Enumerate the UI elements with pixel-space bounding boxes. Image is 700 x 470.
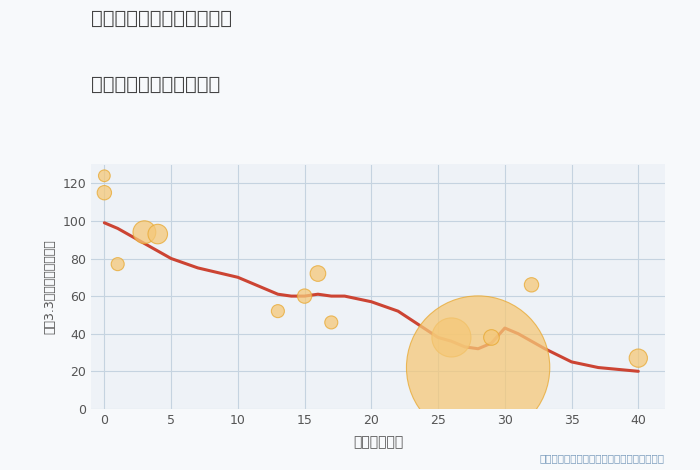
Point (299, 292, 310, 300)
Point (326, 319, 337, 326)
Point (99, 189, 110, 196)
Text: 兵庫県明石市西明石西町の: 兵庫県明石市西明石西町の (91, 9, 232, 28)
Y-axis label: 坪（3.3㎡）単価（万円）: 坪（3.3㎡）単価（万円） (43, 239, 57, 334)
Text: 築年数別中古戸建て価格: 築年数別中古戸建て価格 (91, 75, 220, 94)
Point (446, 334, 457, 341)
Point (152, 230, 163, 238)
Text: 円の大きさは、取引のあった物件面積を示す: 円の大きさは、取引のあった物件面積を示す (540, 453, 665, 463)
Point (272, 307, 284, 315)
X-axis label: 築年数（年）: 築年数（年） (353, 435, 403, 449)
Point (633, 354, 644, 362)
Point (526, 281, 537, 289)
Point (139, 228, 150, 236)
Point (312, 270, 323, 277)
Point (112, 260, 123, 268)
Point (473, 364, 484, 371)
Point (99, 172, 110, 180)
Point (486, 334, 497, 341)
